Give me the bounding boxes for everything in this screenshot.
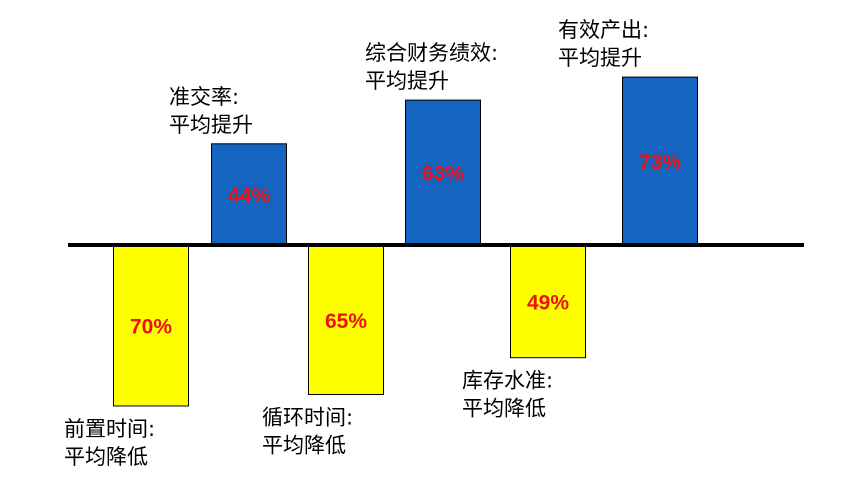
bar-caption-1-line-1: 前置时间: xyxy=(64,417,155,441)
bar-2 xyxy=(211,143,287,246)
bar-caption-6-line-1: 有效产出: xyxy=(558,18,649,42)
bar-value-label-3: 65% xyxy=(325,310,367,333)
bar-value-label-6: 73% xyxy=(639,151,681,174)
bar-5 xyxy=(510,244,586,359)
bar-value-label-2: 44% xyxy=(228,184,270,207)
bar-caption-2-line-2: 平均提升 xyxy=(169,113,253,137)
bars-layer xyxy=(113,76,698,407)
bar-1 xyxy=(113,244,189,407)
bar-caption-2-line-1: 准交率: xyxy=(169,85,239,109)
bar-caption-3-line-1: 循环时间: xyxy=(262,406,353,430)
bar-caption-5-line-2: 平均降低 xyxy=(462,397,546,421)
bar-value-label-1: 70% xyxy=(130,316,172,339)
labels-layer: 70% 前置时间: 平均降低 44% 准交率: 平均提升 65% 循环时间: 平均降低 63% 综合… xyxy=(64,18,681,469)
bar-6 xyxy=(622,76,698,246)
bar-4 xyxy=(405,99,481,246)
bar-caption-1-line-2: 平均降低 xyxy=(64,445,148,469)
bar-caption-4-line-1: 综合财务绩效: xyxy=(365,41,498,65)
bar-caption-6-line-2: 平均提升 xyxy=(558,46,642,70)
bar-caption-3-line-2: 平均降低 xyxy=(262,434,346,458)
bar-caption-5-line-1: 库存水准: xyxy=(462,369,553,393)
bar-value-label-5: 49% xyxy=(527,291,569,314)
bar-value-label-4: 63% xyxy=(422,163,464,186)
bar-caption-4-line-2: 平均提升 xyxy=(365,69,449,93)
